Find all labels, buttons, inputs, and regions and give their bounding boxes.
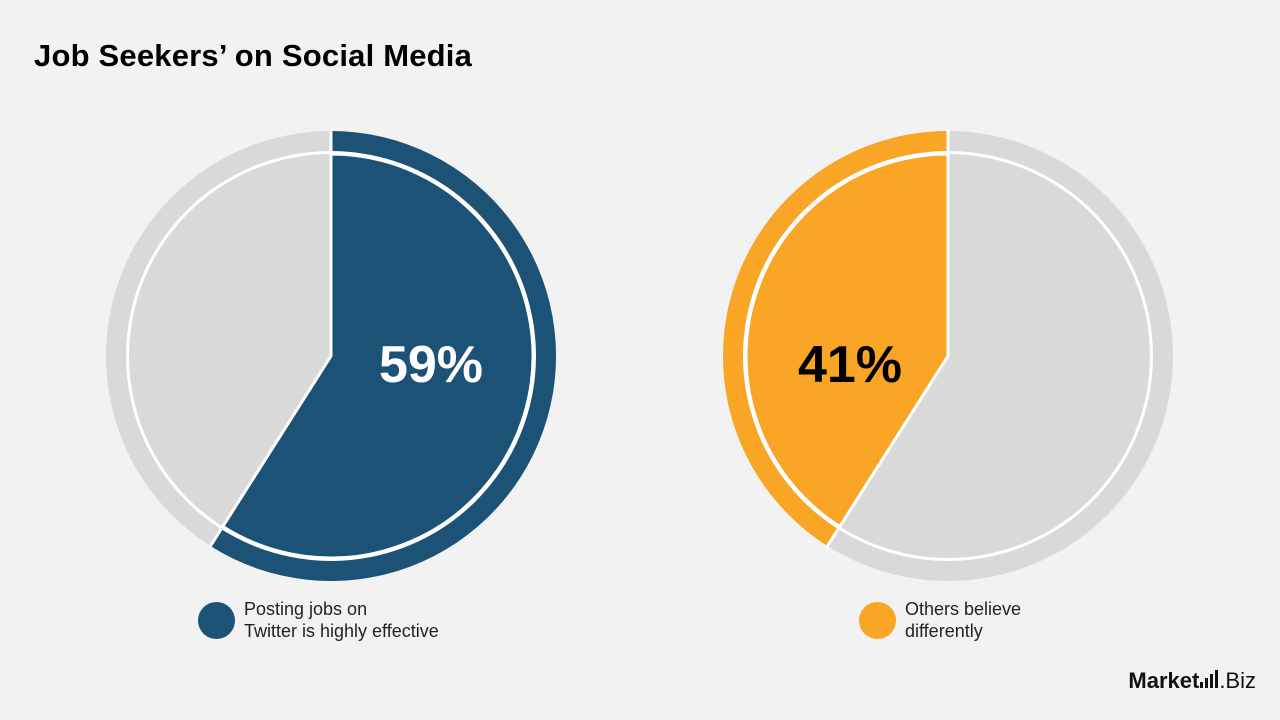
legend-left-line1: Posting jobs on [244,599,368,619]
legend-label-left: Posting jobs on Twitter is highly effect… [244,598,504,642]
legend-item-right: Others believe differently [859,598,1165,642]
pie-slice-main [221,152,535,560]
legend-swatch-blue [198,601,235,639]
legend-item-left: Posting jobs on Twitter is highly effect… [198,598,504,642]
pie-data-label: 41% [798,336,902,394]
pie-chart-right: 41% [723,129,1173,581]
pie-divider-1 [825,525,842,549]
legend-right-line2: differently [905,621,983,641]
legend-right-line1: Others believe [905,599,1022,619]
brand-logo: Market .Biz [1128,668,1256,694]
chart-title: Job Seekers’ on Social Media [34,38,473,73]
legend-swatch-orange [859,601,896,639]
pie-slice-main [744,152,950,529]
pie-divider-1 [208,525,225,549]
legend-left-line2: Twitter is highly effective [244,621,439,641]
logo-text-market: Market [1128,668,1200,693]
logo-text-biz: .Biz [1219,668,1256,693]
pie-data-label: 59% [379,336,483,394]
pie-chart-left: 59% [106,129,556,581]
legend-label-right: Others believe differently [905,598,1165,642]
bar-chart-icon [1200,670,1219,688]
